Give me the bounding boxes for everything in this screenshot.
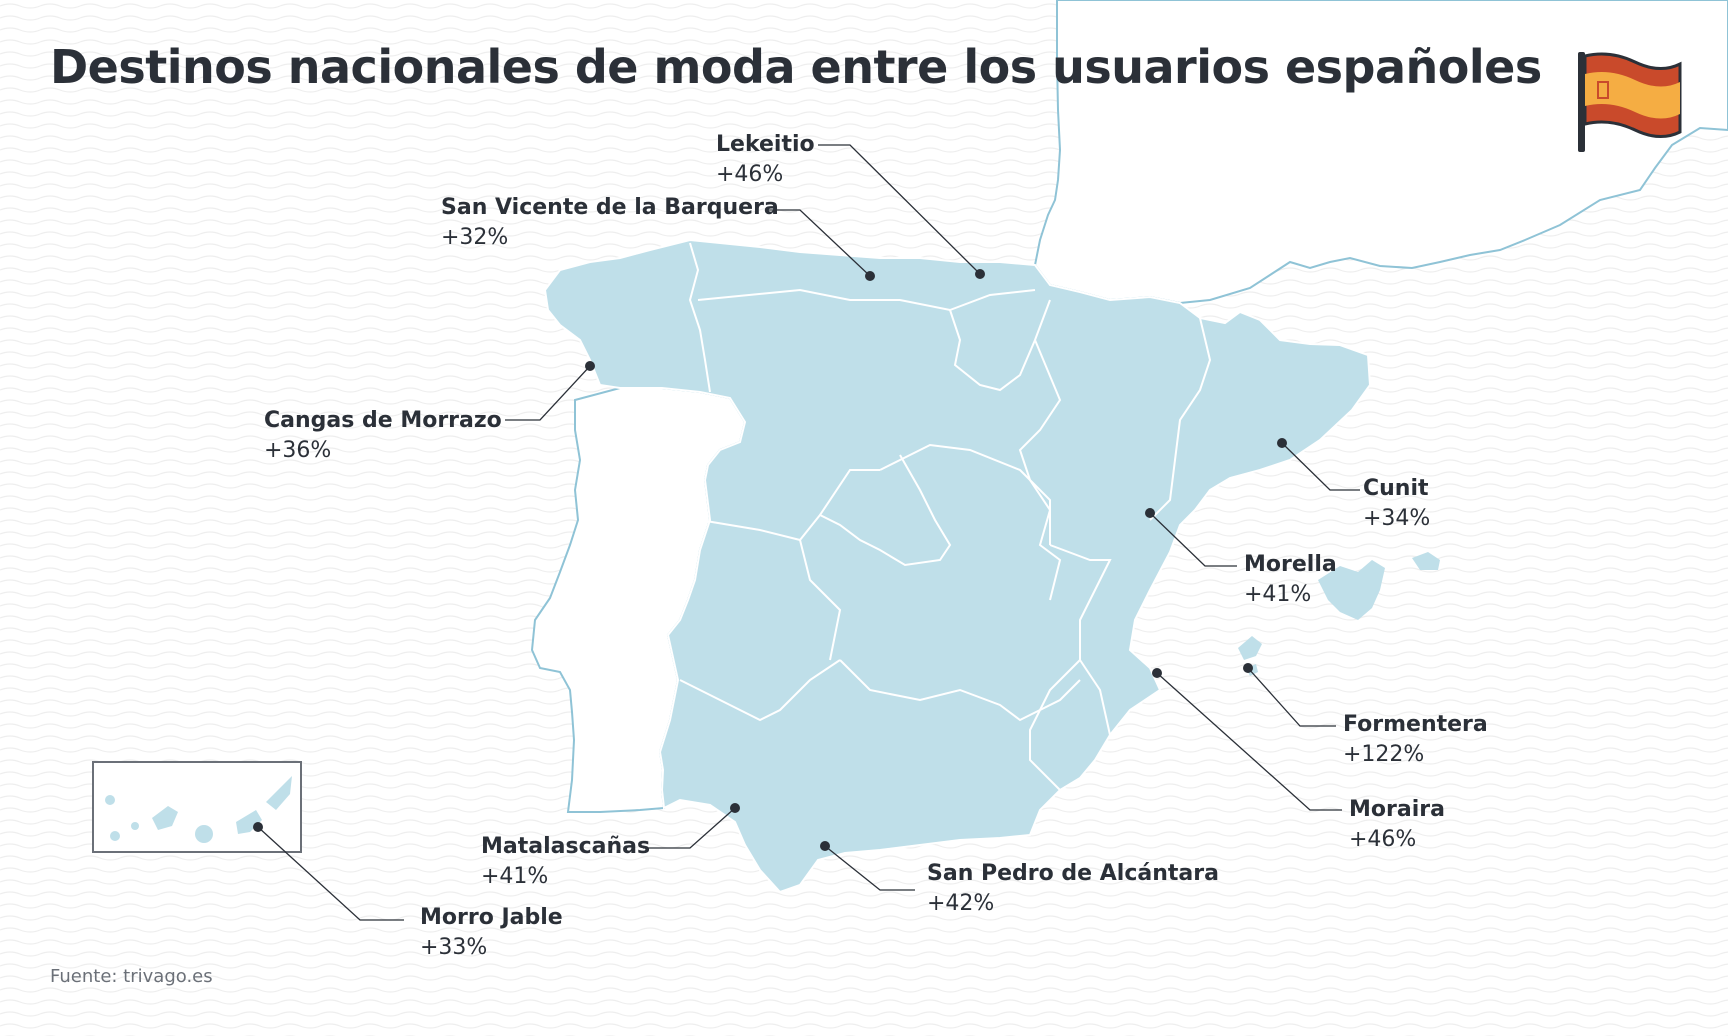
label-san-vicente: San Vicente de la Barquera +32% — [441, 193, 779, 253]
spain-flag-icon — [1578, 52, 1682, 152]
dot-morro-jable — [253, 822, 263, 832]
leader-lines — [257, 144, 1360, 921]
destination-change: +46% — [1349, 827, 1417, 852]
menorca-island — [1412, 552, 1440, 570]
destination-change: +36% — [264, 438, 332, 463]
label-san-pedro: San Pedro de Alcántara +42% — [927, 859, 1219, 919]
dot-moraira — [1152, 668, 1162, 678]
destination-name: San Vicente de la Barquera — [441, 195, 779, 220]
dot-cangas — [585, 361, 595, 371]
dot-san-vicente — [865, 271, 875, 281]
destination-change: +32% — [441, 225, 509, 250]
destination-name: Matalascañas — [481, 834, 651, 859]
destination-name: Cangas de Morrazo — [264, 408, 502, 433]
mallorca-island — [1318, 560, 1385, 620]
destination-change: +34% — [1363, 506, 1431, 531]
destination-change: +122% — [1343, 742, 1425, 767]
dot-cunit — [1277, 438, 1287, 448]
destination-name: Lekeitio — [716, 132, 815, 157]
label-cangas: Cangas de Morrazo +36% — [264, 406, 502, 466]
dot-morella — [1145, 508, 1155, 518]
destination-name: Cunit — [1363, 476, 1429, 501]
destination-name: Morella — [1244, 552, 1337, 577]
destination-change: +42% — [927, 891, 995, 916]
destination-name: Morro Jable — [420, 905, 563, 930]
dot-san-pedro — [820, 841, 830, 851]
destination-name: Formentera — [1343, 712, 1488, 737]
label-formentera: Formentera +122% — [1343, 710, 1488, 770]
map-title: Destinos nacionales de moda entre los us… — [50, 40, 1542, 94]
dot-formentera — [1243, 663, 1253, 673]
source-note: Fuente: trivago.es — [50, 966, 213, 987]
dot-matalascanas — [730, 803, 740, 813]
destination-change: +33% — [420, 935, 488, 960]
label-moraira: Moraira +46% — [1349, 795, 1445, 855]
label-matalascanas: Matalascañas +41% — [481, 832, 650, 892]
regional-borders — [679, 242, 1212, 791]
destination-name: Moraira — [1349, 797, 1445, 822]
destination-name: San Pedro de Alcántara — [927, 861, 1219, 886]
canary-islands — [105, 776, 292, 843]
destination-dots — [253, 269, 1287, 851]
dot-lekeitio — [975, 269, 985, 279]
label-lekeitio: Lekeitio +46% — [716, 130, 815, 190]
destination-change: +46% — [716, 162, 784, 187]
label-cunit: Cunit +34% — [1363, 474, 1430, 534]
label-morro-jable: Morro Jable +33% — [420, 903, 563, 963]
label-morella: Morella +41% — [1244, 550, 1337, 610]
destination-change: +41% — [481, 864, 549, 889]
spain-mainland — [543, 238, 1372, 894]
destination-change: +41% — [1244, 582, 1312, 607]
france-land — [1033, 0, 1728, 305]
ibiza-island — [1238, 636, 1262, 660]
